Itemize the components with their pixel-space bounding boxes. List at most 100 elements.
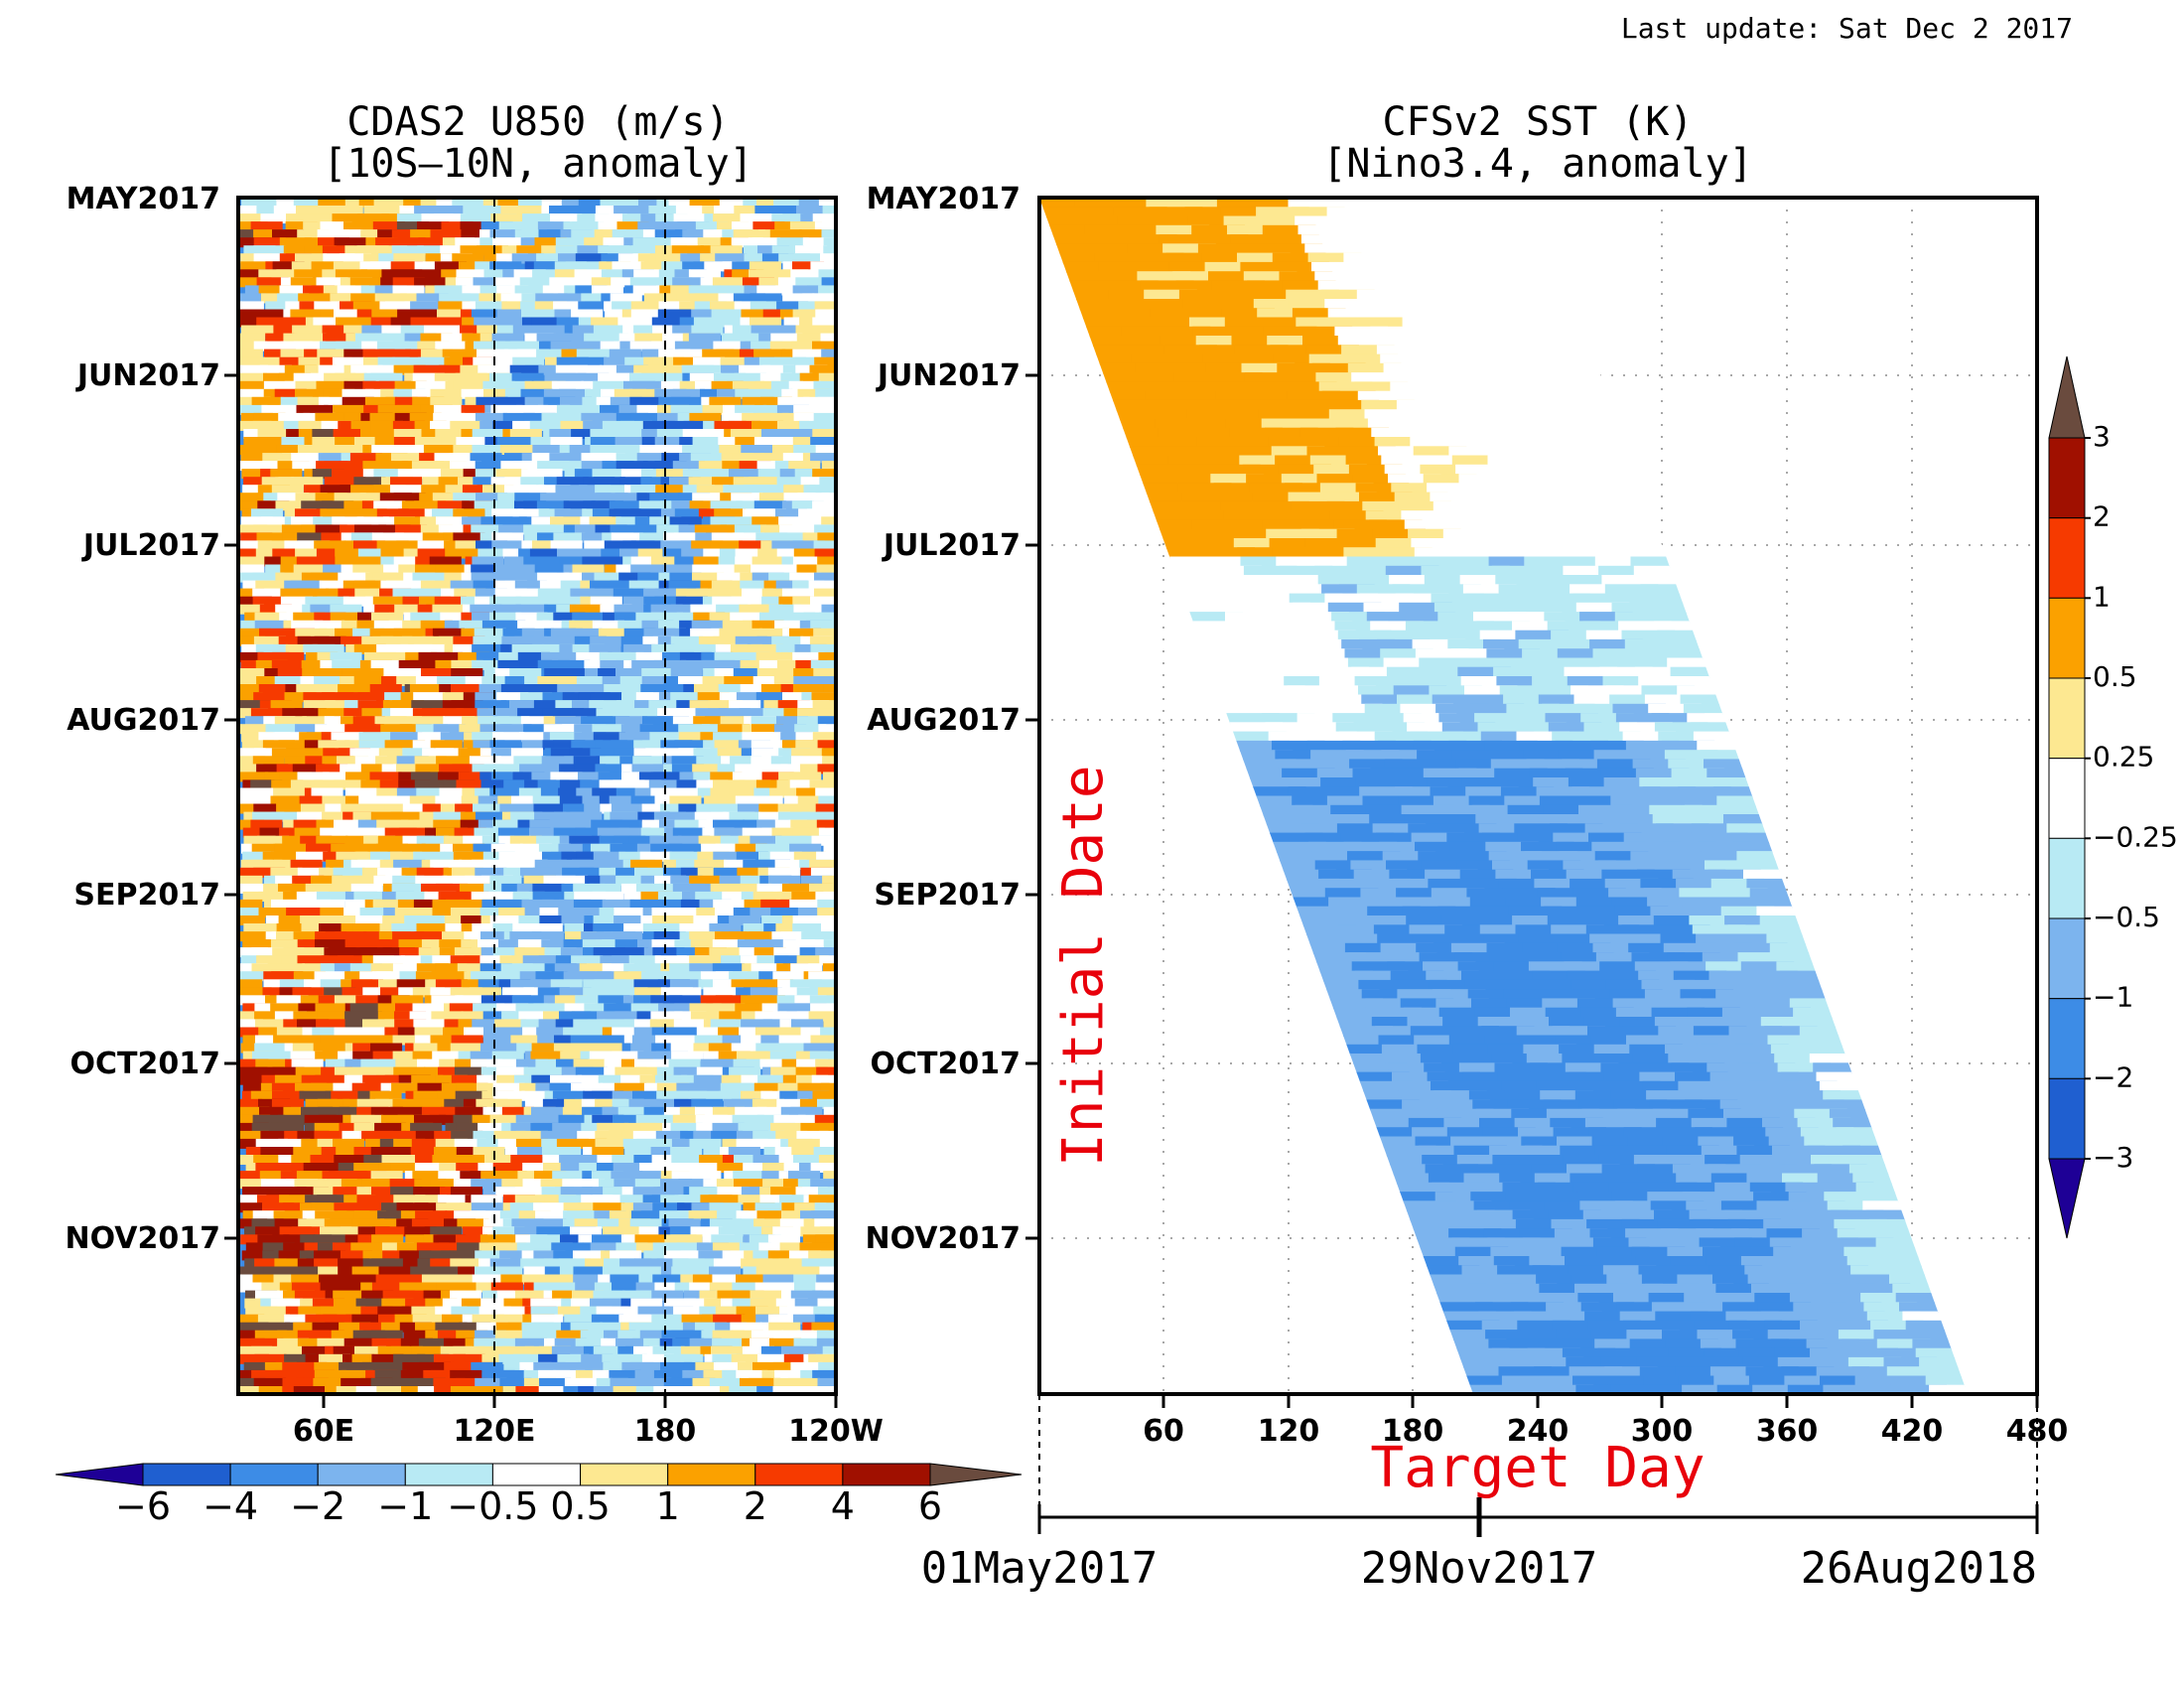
right-cell	[1128, 345, 1182, 356]
right-cell	[1215, 390, 1270, 402]
left-cell	[517, 508, 550, 519]
left-cell	[672, 1114, 705, 1125]
left-cell	[279, 772, 312, 782]
left-cell	[520, 692, 553, 703]
left-cell	[539, 908, 572, 917]
left-cell	[597, 987, 629, 998]
left-cell	[295, 508, 328, 519]
left-cell	[756, 285, 789, 296]
left-cell	[637, 1051, 670, 1061]
left-cell	[814, 1314, 836, 1325]
left-cell	[672, 1386, 705, 1394]
left-cell	[271, 748, 304, 759]
left-cell	[710, 540, 743, 551]
left-cell	[540, 764, 573, 774]
left-cell	[558, 843, 591, 854]
left-cell	[574, 891, 607, 902]
right-cell	[1355, 483, 1410, 494]
left-cell	[461, 979, 493, 990]
left-cell	[808, 979, 836, 990]
left-cell	[612, 1155, 644, 1165]
left-cell	[500, 293, 533, 304]
left-cell	[731, 1098, 763, 1109]
left-cell	[689, 955, 722, 966]
left-cell	[371, 445, 404, 455]
right-cell	[1455, 464, 1509, 476]
left-cell	[372, 955, 405, 966]
left-cell	[360, 764, 393, 774]
left-cell	[750, 908, 782, 917]
left-cell	[331, 732, 363, 743]
right-cell	[1163, 345, 1217, 356]
left-cell	[541, 198, 574, 208]
left-cell	[416, 293, 449, 304]
right-cell	[1271, 446, 1325, 458]
left-cell	[314, 1369, 346, 1380]
left-cell	[461, 388, 493, 399]
left-cell	[619, 1195, 652, 1205]
left-cell	[317, 1011, 349, 1022]
left-cell	[265, 309, 298, 320]
colorbar-box	[842, 1463, 931, 1486]
left-cell	[433, 213, 466, 224]
left-cell	[370, 1330, 403, 1340]
left-cell	[821, 604, 836, 615]
left-cell	[459, 620, 491, 631]
left-cell	[392, 285, 425, 296]
left-cell	[291, 516, 324, 527]
left-cell	[271, 659, 304, 670]
left-cell	[252, 1274, 285, 1285]
left-cell	[755, 1043, 788, 1054]
left-cell	[400, 293, 433, 304]
left-cell	[793, 1314, 826, 1325]
left-cell	[242, 939, 275, 950]
left-cell	[821, 349, 836, 359]
right-cell	[1291, 207, 1345, 218]
left-cell	[453, 851, 485, 862]
left-cell	[793, 676, 826, 686]
left-cell	[264, 1361, 297, 1372]
left-cell	[750, 1337, 782, 1348]
left-cell	[432, 604, 465, 615]
left-cell	[435, 1322, 468, 1333]
right-cell	[1236, 446, 1290, 458]
right-cell	[1475, 224, 1530, 236]
left-cell	[275, 500, 308, 511]
right-cell	[1199, 345, 1253, 356]
left-cell	[770, 380, 803, 391]
left-cell	[798, 1114, 831, 1125]
right-cell	[1459, 280, 1514, 292]
left-cell	[333, 1290, 365, 1301]
left-cell	[584, 540, 616, 551]
left-cell	[600, 756, 632, 767]
left-xtick-120w: 120W	[788, 1414, 884, 1449]
left-cell	[238, 1274, 265, 1285]
right-cell	[1159, 234, 1213, 246]
left-cell	[822, 963, 836, 974]
left-cell	[349, 556, 382, 567]
left-cell	[678, 732, 711, 743]
left-cell	[295, 724, 328, 735]
right-cell	[1212, 381, 1267, 393]
right-cell	[1532, 381, 1585, 393]
right-cell	[1371, 427, 1425, 439]
right-cell	[1126, 437, 1179, 449]
left-cell	[492, 923, 525, 933]
left-cell	[357, 692, 390, 703]
left-cell	[575, 1066, 608, 1077]
left-cell	[390, 708, 423, 719]
left-cell	[821, 748, 836, 759]
left-cell	[610, 580, 642, 591]
left-cell	[341, 388, 374, 399]
left-cell	[735, 548, 767, 559]
left-cell	[517, 620, 550, 631]
left-cell	[474, 628, 506, 638]
left-cell	[700, 388, 733, 399]
left-cell	[616, 700, 649, 711]
left-cell	[570, 1226, 603, 1237]
left-cell	[373, 500, 406, 511]
left-cell	[660, 540, 693, 551]
left-cell	[819, 1138, 836, 1149]
left-cell	[770, 908, 803, 917]
left-cell	[783, 485, 816, 495]
